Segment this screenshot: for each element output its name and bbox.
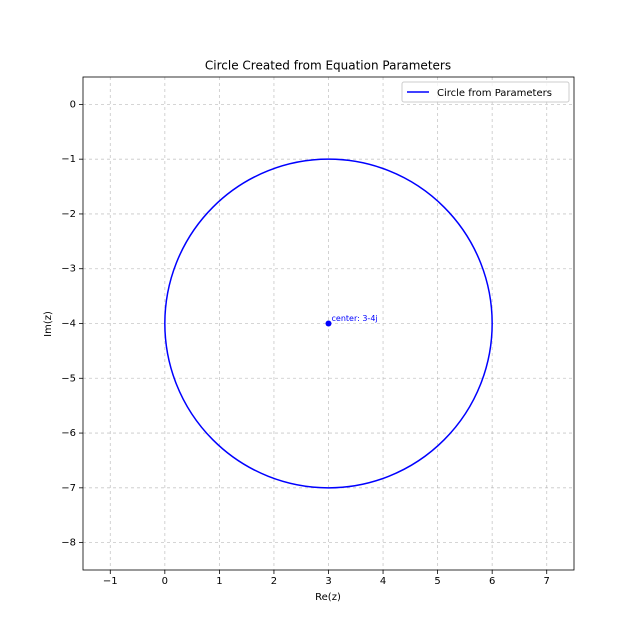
y-tick-label: −6 bbox=[61, 428, 76, 439]
x-tick-label: −1 bbox=[103, 576, 118, 587]
y-tick-label: −3 bbox=[61, 264, 76, 275]
legend-box bbox=[401, 81, 570, 103]
y-tick-label: −7 bbox=[61, 483, 76, 494]
y-tick-label: −4 bbox=[61, 319, 76, 330]
y-tick-label: 0 bbox=[70, 99, 76, 110]
x-tick-label: 3 bbox=[325, 576, 331, 587]
y-axis-label: Im(z) bbox=[43, 311, 54, 337]
x-tick-label: 4 bbox=[380, 576, 386, 587]
x-tick-label: 1 bbox=[216, 576, 222, 587]
x-tick-label: 0 bbox=[162, 576, 168, 587]
x-tick-label: 5 bbox=[434, 576, 440, 587]
y-tick-label: −2 bbox=[61, 209, 76, 220]
center-point bbox=[325, 320, 332, 327]
y-tick-label: −1 bbox=[61, 154, 76, 165]
chart-title: Circle Created from Equation Parameters bbox=[205, 59, 451, 73]
legend-label: Circle from Parameters bbox=[437, 88, 552, 99]
x-tick-label: 6 bbox=[489, 576, 495, 587]
plot-frame bbox=[82, 76, 575, 571]
annotation: center: 3-4j bbox=[332, 314, 378, 323]
x-axis-label: Re(z) bbox=[315, 592, 341, 603]
circle bbox=[164, 158, 493, 489]
x-tick-label: 2 bbox=[271, 576, 277, 587]
y-tick-label: −5 bbox=[61, 373, 76, 384]
y-tick-label: −8 bbox=[61, 538, 76, 549]
x-tick-label: 7 bbox=[544, 576, 550, 587]
